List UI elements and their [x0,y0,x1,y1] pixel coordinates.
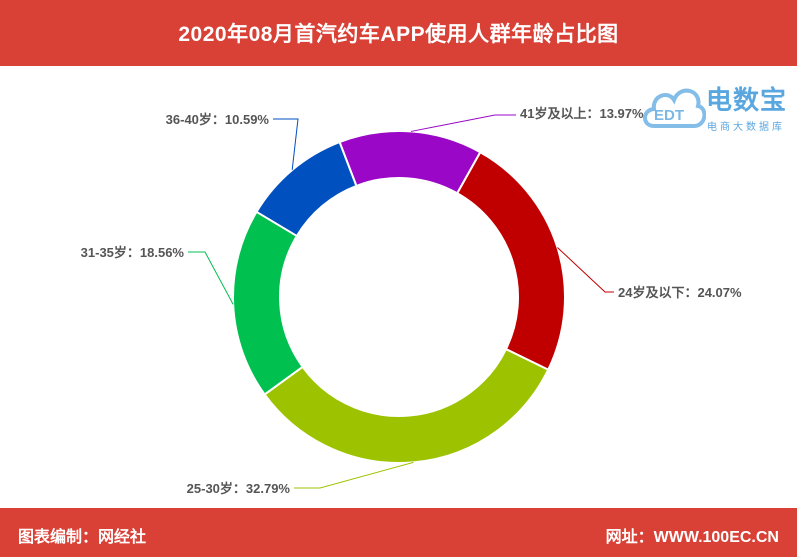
footer-source: 图表编制：网经社 [18,529,147,546]
donut-slice [338,130,482,195]
donut-slices [232,130,566,464]
leader-line [273,118,299,170]
footer-banner: 图表编制：网经社 网址：WWW.100EC.CN [0,508,797,557]
leader-line [294,461,414,489]
watermark-logo: EDT 电数宝 电商大数据库 [640,76,790,140]
cloud-icon: EDT [643,88,707,128]
slice-label: 36-40岁：10.59% [166,112,270,127]
slice-labels: 41岁及以上：13.97% 24岁及以下：24.07% 25-30岁：32.79% 3… [81,106,742,496]
slice-label: 25-30岁：32.79% [187,481,291,496]
slice-label: 24岁及以下：24.07% [618,285,742,300]
slice-label: 41岁及以上：13.97% [520,106,644,121]
leader-line [557,247,614,293]
donut-slice [255,140,358,238]
leader-line [188,251,234,305]
donut-slice [232,210,305,396]
leader-lines [188,114,614,489]
chart-title-banner: 2020年08月首汽约车APP使用人群年龄占比图 [0,0,797,66]
leader-line [410,114,516,132]
footer-website: 网址：WWW.100EC.CN [605,529,779,546]
watermark-brand: 电数宝 [706,86,788,116]
watermark-badge: EDT [654,107,684,124]
watermark-subtitle: 电商大数据库 [707,122,785,133]
chart-title: 2020年08月首汽约车APP使用人群年龄占比图 [178,23,619,46]
slice-label: 31-35岁：18.56% [81,245,185,260]
donut-slice [455,150,566,372]
donut-slice [263,347,550,464]
